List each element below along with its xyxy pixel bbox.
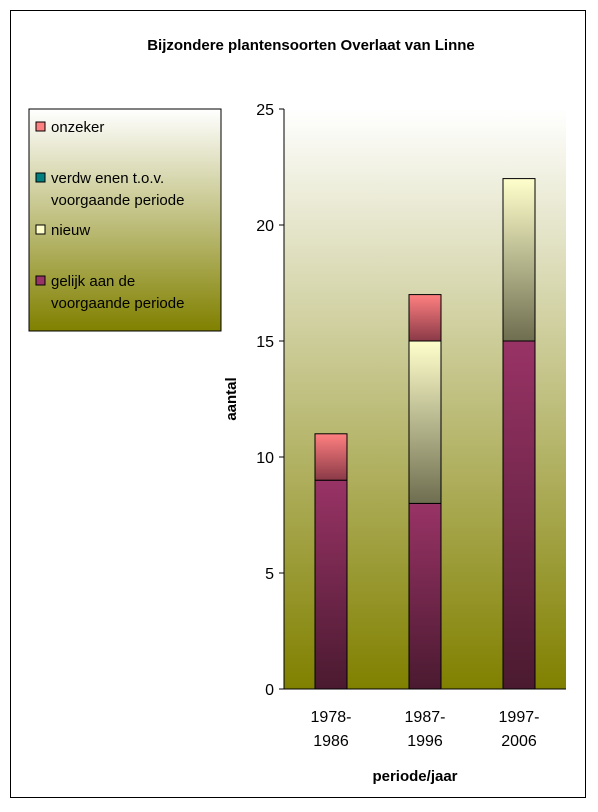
bar-segment-2-series-1 xyxy=(408,502,442,690)
bar-segment-2-series-2 xyxy=(408,340,442,504)
x-tick-label: 1987-1996 xyxy=(405,709,446,750)
legend: onzeker verdw enen t.o.v. voorgaande perio… xyxy=(28,108,222,332)
bar-chart: Bijzondere plantensoorten Overlaat van L… xyxy=(28,37,566,785)
y-axis-title: aantal xyxy=(223,377,240,420)
legend-swatch xyxy=(35,275,46,286)
bar-segment-3-series-1 xyxy=(502,340,536,690)
x-axis: 1978-1986 1987-1996 1997-2006 xyxy=(284,688,566,750)
y-axis: 0 5 10 15 20 25 xyxy=(256,102,285,699)
legend-label: gelijk aan de voorgaande periode xyxy=(51,273,184,312)
y-tick-label: 20 xyxy=(256,218,274,235)
y-tick-label: 5 xyxy=(265,566,274,583)
legend-label: onzeker xyxy=(51,119,104,136)
legend-swatch xyxy=(35,224,46,235)
y-tick-label: 25 xyxy=(256,102,274,119)
y-tick-label: 0 xyxy=(265,682,274,699)
legend-box xyxy=(28,108,222,332)
legend-swatch xyxy=(35,121,46,132)
bar-segment-1-series-1 xyxy=(314,479,348,690)
y-tick-label: 15 xyxy=(256,334,274,351)
bar-segment-2-series-4 xyxy=(408,294,442,342)
legend-label: nieuw xyxy=(51,222,90,239)
bar-segment-1-series-4 xyxy=(314,433,348,481)
legend-label: verdw enen t.o.v. voorgaande periode xyxy=(51,170,184,209)
chart-title: Bijzondere plantensoorten Overlaat van L… xyxy=(147,37,475,54)
chart-frame: Bijzondere plantensoorten Overlaat van L… xyxy=(10,10,586,798)
x-tick-label: 1978-1986 xyxy=(311,709,352,750)
x-axis-title: periode/jaar xyxy=(372,768,457,785)
x-tick-label: 1997-2006 xyxy=(499,709,540,750)
legend-swatch xyxy=(35,172,46,183)
bars xyxy=(314,178,536,690)
bar-segment-3-series-2 xyxy=(502,178,536,342)
y-tick-label: 10 xyxy=(256,450,274,467)
